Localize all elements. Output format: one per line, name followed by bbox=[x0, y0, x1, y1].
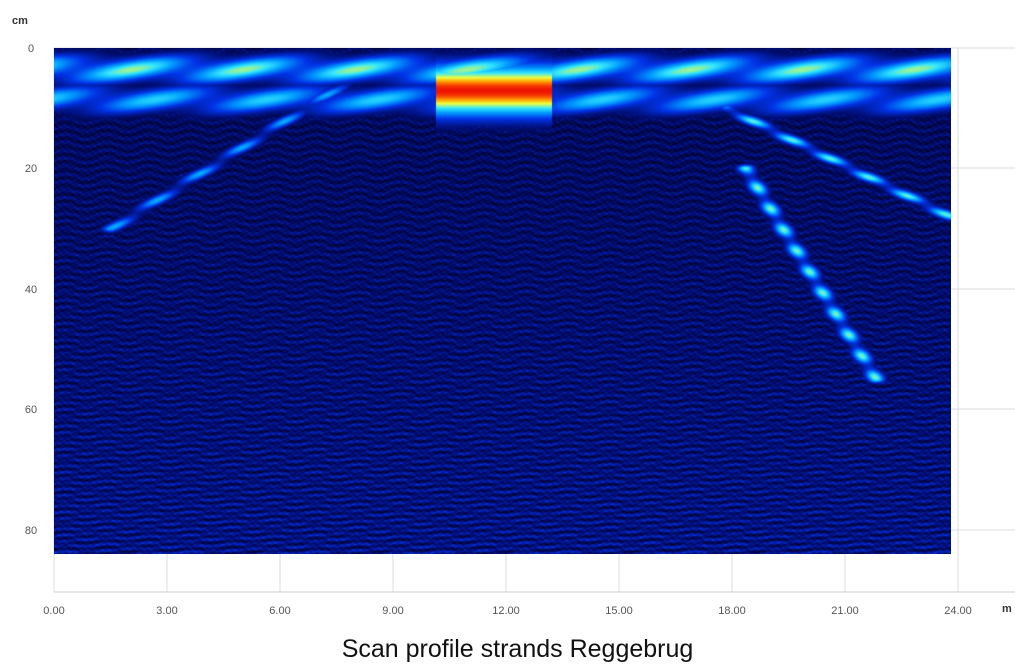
y-tick-label: 40 bbox=[25, 284, 37, 296]
y-axis: cm 0 20 40 60 80 bbox=[12, 15, 37, 537]
y-tick-label: 0 bbox=[28, 43, 34, 55]
x-tick-label: 0.00 bbox=[43, 605, 64, 617]
x-tick-label: 6.00 bbox=[269, 605, 290, 617]
y-axis-unit-label: cm bbox=[12, 15, 28, 27]
x-axis: 0.00 3.00 6.00 9.00 12.00 15.00 18.00 21… bbox=[43, 603, 1012, 617]
x-tick-label: 18.00 bbox=[718, 605, 746, 617]
y-tick-label: 60 bbox=[25, 404, 37, 416]
x-axis-unit-label: m bbox=[1002, 603, 1012, 615]
x-tick-label: 9.00 bbox=[382, 605, 403, 617]
y-tick-label: 80 bbox=[25, 525, 37, 537]
chart-caption: Scan profile strands Reggebrug bbox=[341, 635, 694, 663]
x-tick-label: 15.00 bbox=[605, 605, 633, 617]
x-tick-label: 24.00 bbox=[944, 605, 972, 617]
y-tick-label: 20 bbox=[25, 163, 37, 175]
x-tick-label: 21.00 bbox=[831, 605, 859, 617]
x-tick-label: 3.00 bbox=[156, 605, 177, 617]
radar-heatmap bbox=[54, 48, 951, 554]
x-tick-label: 12.00 bbox=[492, 605, 520, 617]
radar-heatmap-frame bbox=[54, 48, 951, 554]
